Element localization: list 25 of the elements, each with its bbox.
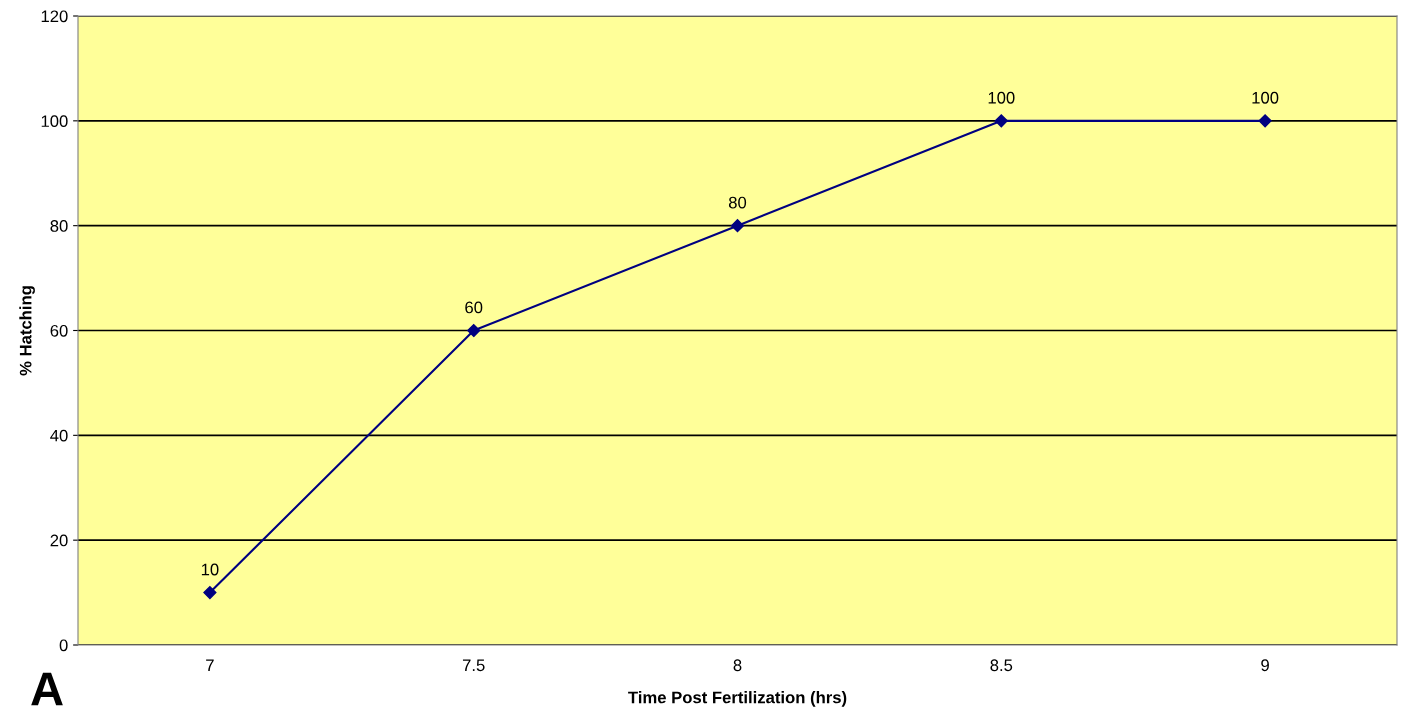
x-tick-label: 9 (1261, 659, 1269, 672)
y-tick-label: 20 (50, 534, 68, 547)
y-tick-label: 100 (41, 115, 68, 128)
y-tick-label: 40 (50, 429, 68, 442)
data-label: 100 (988, 91, 1015, 104)
data-label: 10 (201, 563, 219, 576)
point (203, 585, 217, 600)
x-tick-label: 8 (733, 659, 742, 672)
point (1258, 114, 1272, 128)
x-axis-title: Time Post Fertilization (hrs) (628, 691, 847, 707)
point (994, 114, 1008, 128)
y-tick-label: 60 (50, 324, 68, 337)
x-tick-label: 7.5 (462, 659, 485, 672)
y-axis-title: % Hatching (19, 286, 35, 376)
data-label: 80 (728, 196, 747, 209)
y-tick-label: 120 (41, 10, 68, 23)
x-tick-label: 8.5 (990, 659, 1013, 672)
y-tick-label: 0 (59, 639, 68, 652)
point (730, 219, 745, 233)
data-label: 60 (465, 301, 483, 314)
data-label: 100 (1252, 91, 1279, 104)
text: A (31, 672, 63, 706)
point (467, 323, 481, 338)
x-tick-label: 7 (206, 659, 214, 671)
y-tick-label: 80 (50, 220, 68, 232)
